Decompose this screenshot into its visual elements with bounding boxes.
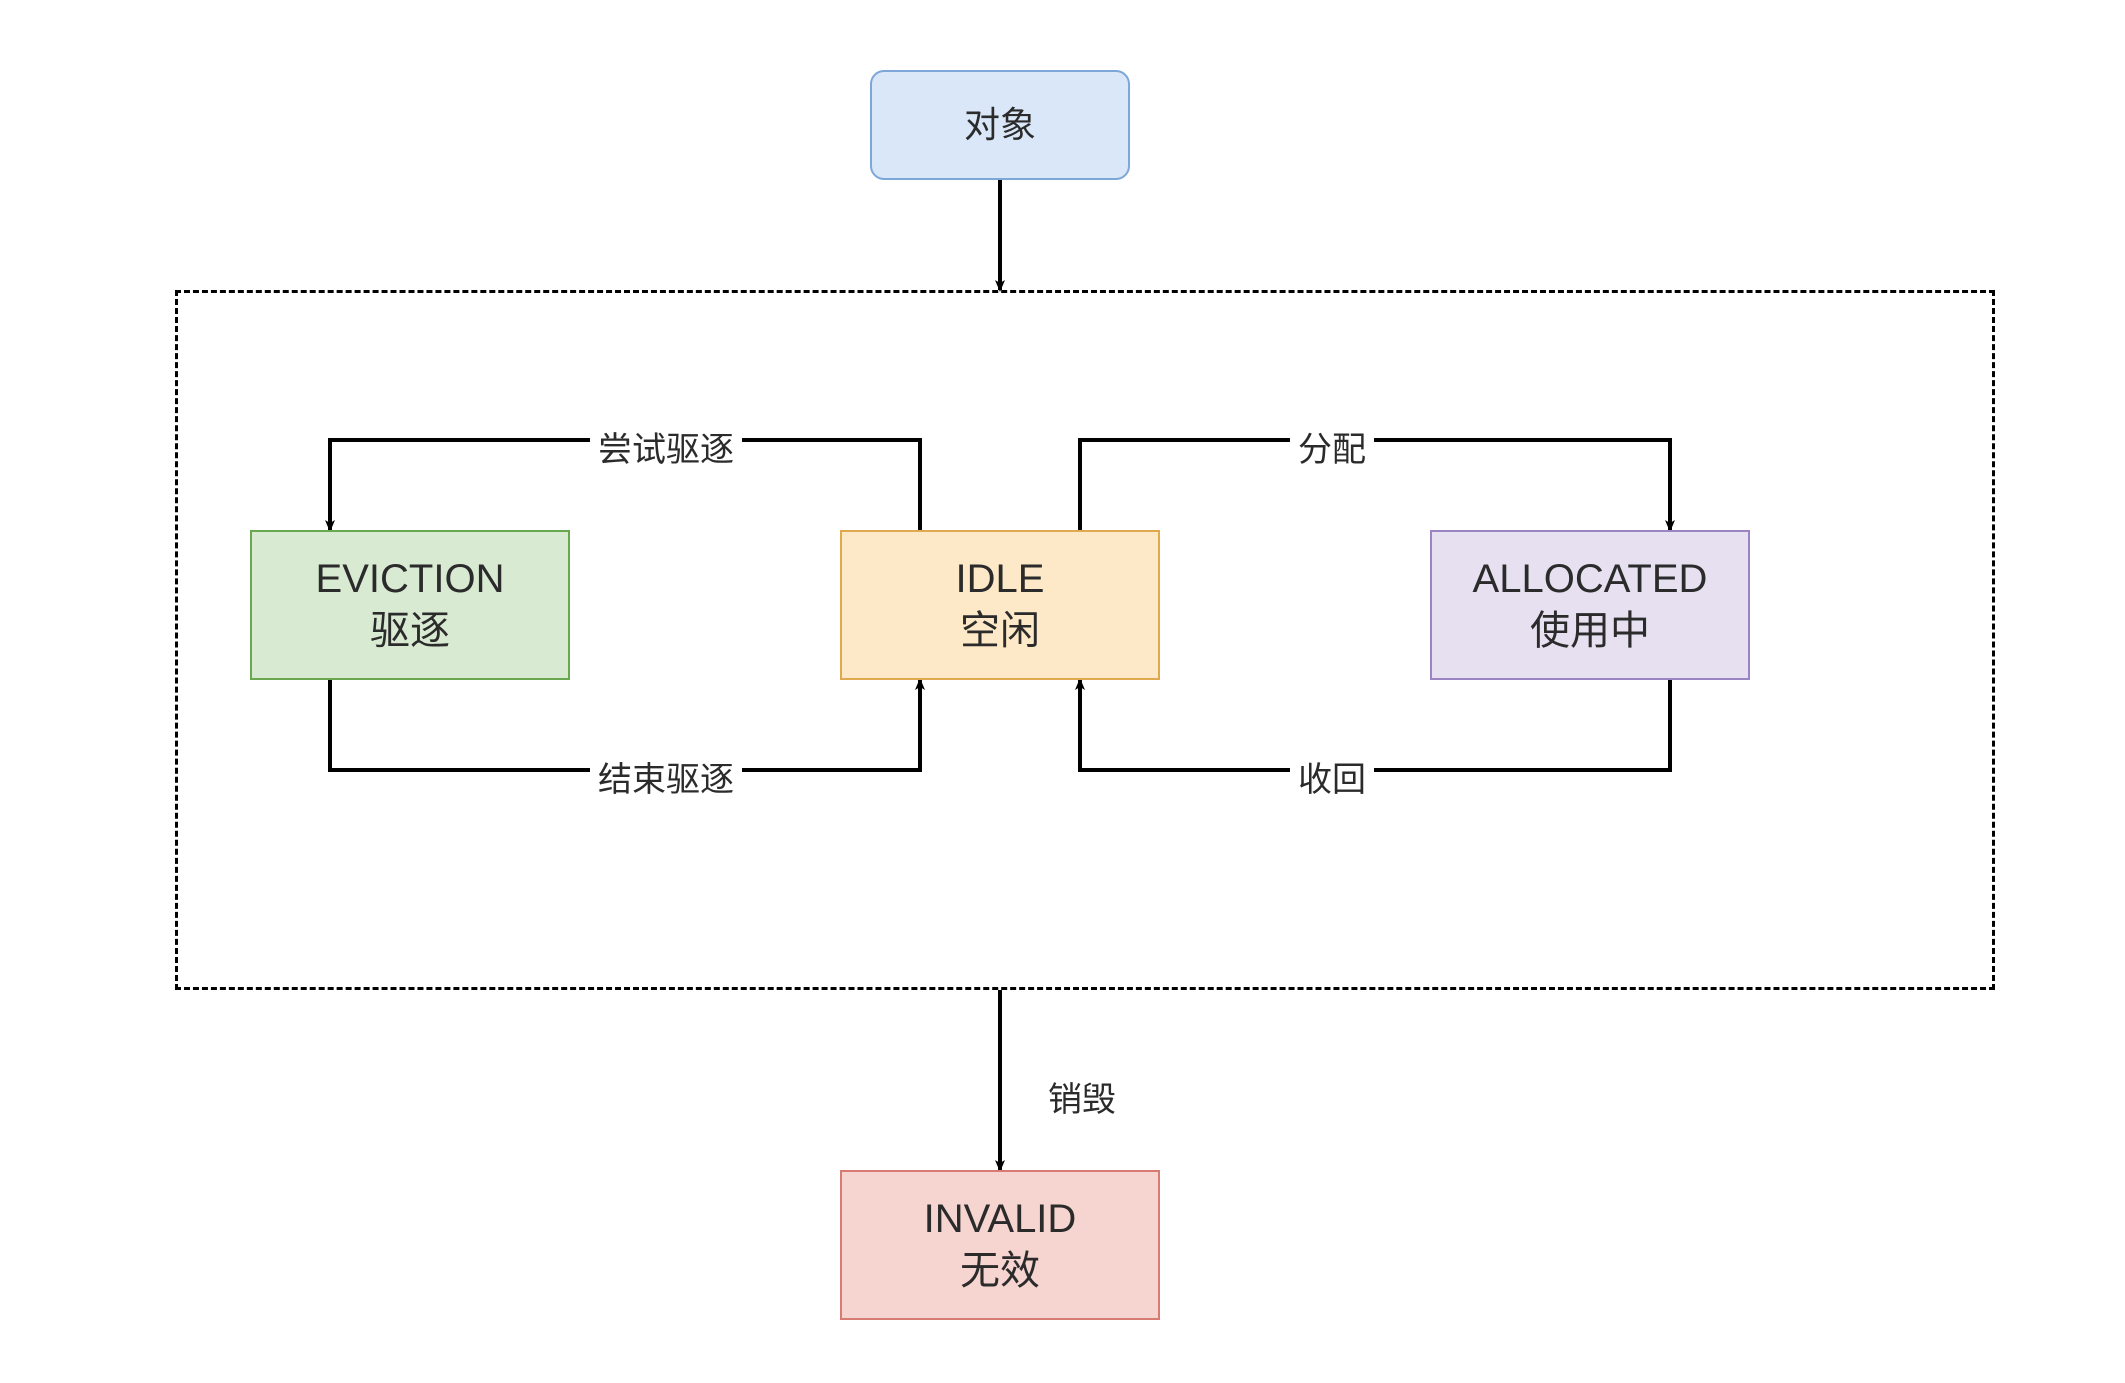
node-allocated-label-en: ALLOCATED <box>1473 553 1708 605</box>
edge-label-idle-to-eviction: 尝试驱逐 <box>590 420 742 473</box>
edge-label-idle-to-allocated: 分配 <box>1290 420 1374 473</box>
node-idle-label-zh: 空闲 <box>960 605 1040 657</box>
state-diagram: 对象 EVICTION 驱逐 IDLE 空闲 ALLOCATED 使用中 INV… <box>0 0 2125 1383</box>
node-idle-label-en: IDLE <box>956 553 1045 605</box>
edge-label-box-to-invalid: 销毁 <box>1040 1070 1124 1123</box>
edge-label-eviction-to-idle: 结束驱逐 <box>590 750 742 803</box>
node-eviction-label-zh: 驱逐 <box>370 605 450 657</box>
node-invalid-label-en: INVALID <box>924 1193 1077 1245</box>
node-eviction-label-en: EVICTION <box>316 553 505 605</box>
node-invalid: INVALID 无效 <box>840 1170 1160 1320</box>
node-allocated: ALLOCATED 使用中 <box>1430 530 1750 680</box>
node-object-label: 对象 <box>964 102 1036 149</box>
node-invalid-label-zh: 无效 <box>960 1245 1040 1297</box>
node-idle: IDLE 空闲 <box>840 530 1160 680</box>
node-eviction: EVICTION 驱逐 <box>250 530 570 680</box>
edge-label-allocated-to-idle: 收回 <box>1290 750 1374 803</box>
node-allocated-label-zh: 使用中 <box>1530 605 1650 657</box>
node-object: 对象 <box>870 70 1130 180</box>
